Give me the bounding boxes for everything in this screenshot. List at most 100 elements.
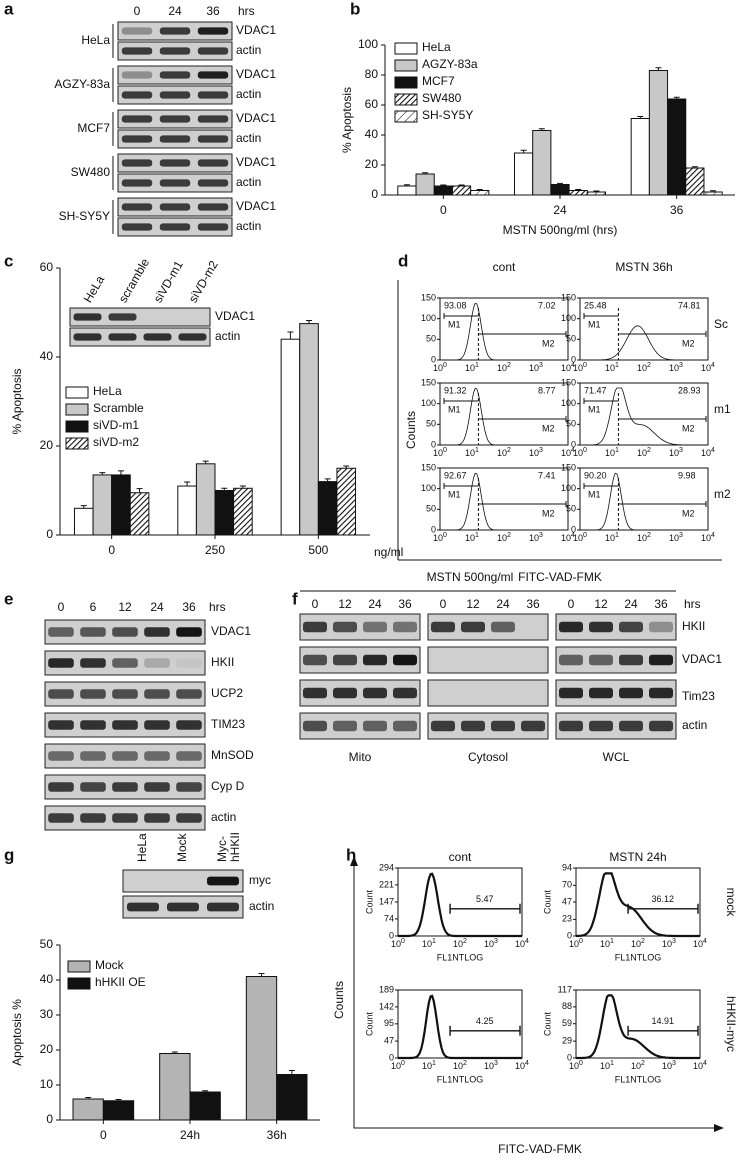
histogram-curve bbox=[440, 472, 568, 531]
lane-label: 0 bbox=[568, 597, 575, 611]
gate-percent: 28.93 bbox=[678, 385, 701, 395]
tick-exp: 0 bbox=[583, 532, 587, 539]
panel-letter: a bbox=[4, 0, 14, 18]
band bbox=[73, 333, 102, 341]
x-tick-label: 100 bbox=[573, 532, 587, 544]
x-tick-label: 104 bbox=[701, 532, 715, 544]
legend-swatch bbox=[394, 42, 418, 55]
gate-label: M2 bbox=[682, 508, 695, 518]
lane-label: 36 bbox=[206, 4, 220, 18]
tick-exp: 2 bbox=[507, 362, 511, 369]
tick-exp: 3 bbox=[539, 362, 543, 369]
x-axis-label: MSTN 500ng/ml (hrs) bbox=[503, 223, 618, 237]
panel-letter: e bbox=[4, 589, 13, 608]
cell-line-label: MCF7 bbox=[77, 121, 110, 135]
histogram-curve bbox=[580, 472, 708, 531]
band bbox=[159, 159, 191, 167]
lane-label: 0 bbox=[440, 597, 447, 611]
band bbox=[393, 654, 417, 666]
x-tick-label: 104 bbox=[693, 938, 707, 950]
protein-label: actin bbox=[211, 810, 236, 824]
bar bbox=[245, 976, 278, 1121]
protein-label: VDAC1 bbox=[236, 199, 276, 213]
band bbox=[121, 47, 153, 55]
bar bbox=[195, 463, 216, 536]
lane-label: hHKII bbox=[228, 832, 242, 862]
gate-percent: 7.41 bbox=[538, 470, 556, 480]
x-tick-label: 102 bbox=[497, 532, 511, 544]
panel-y-label: Count bbox=[364, 890, 374, 915]
column-title: cont bbox=[493, 260, 516, 274]
band bbox=[589, 687, 613, 699]
y-tick-label: 30 bbox=[40, 1007, 54, 1021]
band bbox=[393, 621, 417, 633]
x-tick-label: 104 bbox=[701, 447, 715, 459]
gate-label: M1 bbox=[448, 319, 461, 329]
lane-label: 12 bbox=[338, 597, 352, 611]
y-tick-label: 23 bbox=[562, 914, 572, 924]
protein-label: myc bbox=[249, 873, 271, 887]
band bbox=[144, 813, 170, 823]
x-tick-label: 100 bbox=[391, 1060, 405, 1072]
panel-letter: c bbox=[4, 251, 13, 270]
tick-base: 10 bbox=[669, 448, 679, 458]
x-tick-label: 24h bbox=[180, 1128, 200, 1142]
x-tick-label: 103 bbox=[484, 1060, 498, 1072]
error-bar bbox=[557, 182, 563, 185]
blot-row bbox=[427, 646, 549, 674]
error-bar bbox=[184, 481, 191, 487]
tick-exp: 3 bbox=[679, 532, 683, 539]
tick-base: 10 bbox=[515, 939, 525, 949]
y-tick-label: 95 bbox=[384, 1018, 394, 1028]
y-tick-label: 150 bbox=[561, 462, 576, 472]
error-bar bbox=[343, 465, 350, 469]
tick-base: 10 bbox=[422, 1061, 432, 1071]
error-bar bbox=[117, 470, 124, 475]
histogram-curve bbox=[580, 387, 708, 446]
panel-letter: f bbox=[292, 589, 298, 608]
x-tick-label: 100 bbox=[433, 447, 447, 459]
y-tick-label: 50 bbox=[426, 504, 436, 514]
tick-exp: 1 bbox=[475, 447, 479, 454]
unit-label: hrs bbox=[238, 4, 255, 18]
band bbox=[159, 47, 191, 55]
legend-label: Mock bbox=[95, 958, 125, 972]
legend-label: hHKII OE bbox=[95, 975, 146, 989]
y-axis-label: % Apoptosis bbox=[10, 368, 24, 434]
band bbox=[176, 720, 202, 730]
band bbox=[589, 720, 613, 732]
panel-x-label: FL1NTLOG bbox=[437, 1074, 484, 1084]
x-tick-label: 100 bbox=[433, 532, 447, 544]
band bbox=[48, 782, 74, 792]
band bbox=[108, 333, 137, 341]
gate-m2 bbox=[618, 331, 707, 337]
lane-label: HeLa bbox=[81, 273, 108, 305]
protein-label: VDAC1 bbox=[236, 23, 276, 37]
band bbox=[393, 687, 417, 699]
legend-swatch bbox=[394, 76, 418, 89]
tick-base: 10 bbox=[465, 363, 475, 373]
gate-m1 bbox=[583, 398, 619, 404]
band bbox=[73, 313, 102, 321]
x-tick-label: 102 bbox=[453, 938, 467, 950]
y-tick-label: 0 bbox=[431, 354, 436, 364]
tick-base: 10 bbox=[569, 1061, 579, 1071]
band bbox=[121, 203, 153, 211]
band bbox=[48, 627, 74, 637]
x-axis-label: FITC-VAD-FMK bbox=[518, 570, 602, 584]
lane-label: scramble bbox=[116, 256, 153, 305]
gate-percent: 91.32 bbox=[444, 385, 467, 395]
band bbox=[491, 621, 515, 633]
lane-label: Myc- bbox=[215, 836, 229, 862]
tick-base: 10 bbox=[693, 939, 703, 949]
tick-base: 10 bbox=[497, 363, 507, 373]
band bbox=[176, 627, 202, 637]
y-tick-label: 50 bbox=[566, 334, 576, 344]
tick-base: 10 bbox=[433, 448, 443, 458]
y-tick-label: 20 bbox=[40, 1042, 54, 1056]
tick-exp: 4 bbox=[703, 1060, 707, 1067]
gate bbox=[449, 1025, 521, 1036]
tick-exp: 4 bbox=[525, 938, 529, 945]
gate-m2 bbox=[478, 331, 567, 337]
gate-label: M2 bbox=[682, 338, 695, 348]
